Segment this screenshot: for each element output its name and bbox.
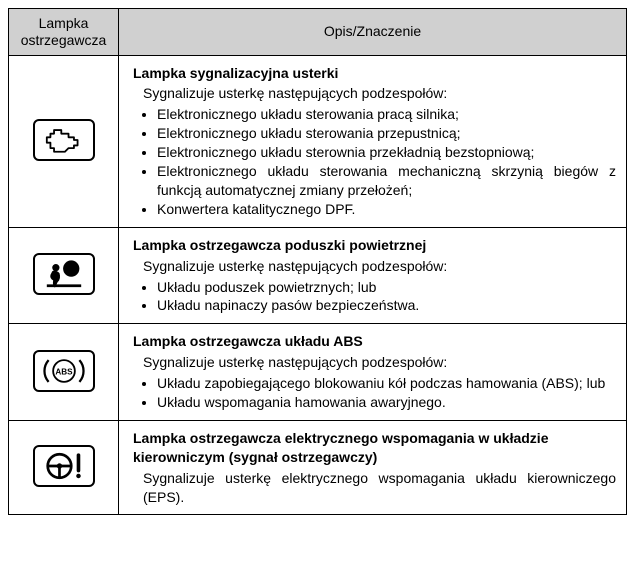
icon-cell (9, 55, 119, 227)
icon-cell (9, 420, 119, 515)
bullet-item: Elektronicznego układu sterowania mechan… (157, 162, 616, 200)
description-cell: Lampka ostrzegawcza poduszki powietrznej… (119, 227, 627, 324)
eps-icon (33, 445, 95, 487)
row-description: Sygnalizuje usterkę elektrycznego wspoma… (143, 469, 616, 507)
row-bullets: Elektronicznego układu sterowania pracą … (133, 105, 616, 218)
row-title: Lampka ostrzegawcza poduszki powietrznej (133, 236, 616, 255)
row-intro: Sygnalizuje usterkę następujących podzes… (143, 257, 616, 276)
airbag-icon (33, 253, 95, 295)
row-intro: Sygnalizuje usterkę następujących podzes… (143, 353, 616, 372)
svg-text:ABS: ABS (55, 367, 73, 376)
bullet-item: Układu zapobiegającego blokowaniu kół po… (157, 374, 616, 393)
row-title: Lampka ostrzegawcza układu ABS (133, 332, 616, 351)
icon-cell: ABS (9, 324, 119, 421)
row-bullets: Układu zapobiegającego blokowaniu kół po… (133, 374, 616, 412)
bullet-item: Konwertera katalitycznego DPF. (157, 200, 616, 219)
icon-cell (9, 227, 119, 324)
bullet-item: Elektronicznego układu sterowania przepu… (157, 124, 616, 143)
table-row: Lampka sygnalizacyjna usterkiSygnalizuje… (9, 55, 627, 227)
row-title: Lampka ostrzegawcza elektrycznego wspoma… (133, 429, 616, 467)
bullet-item: Elektronicznego układu sterowania pracą … (157, 105, 616, 124)
table-header-row: Lampka ostrzegawcza Opis/Znaczenie (9, 9, 627, 56)
row-bullets: Układu poduszek powietrznych; lubUkładu … (133, 278, 616, 316)
bullet-item: Elektronicznego układu sterownia przekła… (157, 143, 616, 162)
bullet-item: Układu poduszek powietrznych; lub (157, 278, 616, 297)
description-cell: Lampka ostrzegawcza układu ABS Sygnalizuj… (119, 324, 627, 421)
engine-icon (33, 119, 95, 161)
header-col-lamp-line2: ostrzegawcza (21, 32, 107, 48)
bullet-item: Układu napinaczy pasów bezpieczeństwa. (157, 296, 616, 315)
table-row: Lampka ostrzegawcza elektrycznego wspoma… (9, 420, 627, 515)
row-title: Lampka sygnalizacyjna usterki (133, 64, 616, 83)
header-col-lamp: Lampka ostrzegawcza (9, 9, 119, 56)
table-row: ABS Lampka ostrzegawcza układu ABS Sygnali… (9, 324, 627, 421)
bullet-item: Układu wspomagania hamowania awaryjnego. (157, 393, 616, 412)
warning-lights-table: Lampka ostrzegawcza Opis/Znaczenie Lampk… (8, 8, 627, 515)
header-col-desc: Opis/Znaczenie (119, 9, 627, 56)
abs-icon: ABS (33, 350, 95, 392)
header-col-lamp-line1: Lampka (39, 15, 89, 31)
description-cell: Lampka sygnalizacyjna usterkiSygnalizuje… (119, 55, 627, 227)
table-row: Lampka ostrzegawcza poduszki powietrznej… (9, 227, 627, 324)
description-cell: Lampka ostrzegawcza elektrycznego wspoma… (119, 420, 627, 515)
row-intro: Sygnalizuje usterkę następujących podzes… (143, 84, 616, 103)
